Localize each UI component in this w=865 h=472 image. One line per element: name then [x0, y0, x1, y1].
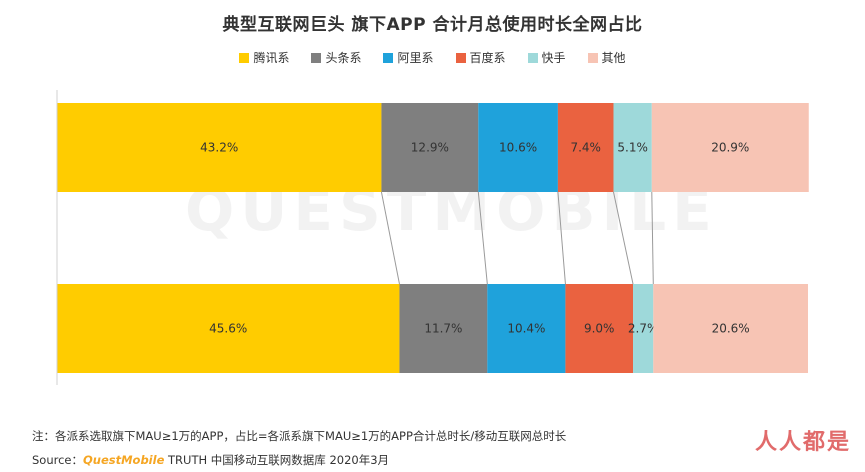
connector-line: [477, 191, 488, 285]
connector-line: [613, 191, 634, 285]
corner-logo: 人人都是: [754, 430, 851, 455]
source-label: Source：: [32, 453, 83, 467]
source-rest: TRUTH 中国移动互联网数据库 2020年3月: [164, 453, 390, 467]
bar-segment: [651, 103, 809, 192]
legend-swatch: [455, 52, 466, 63]
legend: 腾讯系 头条系 阿里系 百度系 快手 其他: [0, 49, 865, 66]
legend-item: 其他: [587, 49, 626, 66]
bar-segment: [653, 284, 808, 373]
connector-line: [380, 191, 400, 285]
bar-segment: [381, 103, 479, 192]
data-label: 12.9%: [411, 141, 449, 155]
data-label: 7.4%: [570, 141, 601, 155]
legend-swatch: [311, 52, 322, 63]
bar-segment: [487, 284, 566, 373]
legend-label: 其他: [601, 51, 626, 65]
data-label: 20.9%: [711, 141, 749, 155]
source-line: Source：QuestMobile TRUTH 中国移动互联网数据库 2020…: [32, 452, 389, 468]
bar-segment: [57, 103, 382, 192]
data-label: 9.0%: [584, 322, 615, 336]
bar-segment: [399, 284, 488, 373]
legend-label: 阿里系: [397, 51, 434, 65]
legend-item: 腾讯系: [239, 49, 289, 66]
legend-swatch: [587, 52, 598, 63]
bar-segment: [565, 284, 634, 373]
legend-item: 头条系: [311, 49, 361, 66]
legend-swatch: [527, 52, 538, 63]
bar-segment: [557, 103, 614, 192]
connector-line: [651, 191, 654, 285]
bar-segment: [613, 103, 652, 192]
source-brand: QuestMobile: [83, 453, 165, 467]
legend-swatch: [239, 52, 250, 63]
legend-item: 百度系: [455, 49, 506, 66]
data-label: 11.7%: [424, 322, 462, 336]
bar-segment: [478, 103, 558, 192]
legend-label: 快手: [541, 51, 566, 65]
legend-swatch: [383, 52, 394, 63]
data-label: 43.2%: [200, 141, 238, 155]
data-label: 2.7%: [628, 322, 659, 336]
legend-label: 头条系: [325, 51, 362, 65]
data-label: 10.4%: [507, 322, 545, 336]
data-label: 5.1%: [617, 141, 648, 155]
chart-title: 典型互联网巨头 旗下APP 合计月总使用时长全网占比: [222, 15, 643, 35]
data-label: 20.6%: [712, 322, 750, 336]
connector-line: [557, 191, 566, 285]
data-label: 10.6%: [499, 141, 537, 155]
bar-segment: [633, 284, 654, 373]
footnote: 注：各派系选取旗下MAU≥1万的APP，占比=各派系旗下MAU≥1万的APP合计…: [32, 429, 567, 443]
legend-item: 快手: [527, 49, 566, 66]
bar-segment: [57, 284, 400, 373]
legend-label: 百度系: [469, 51, 506, 65]
legend-item: 阿里系: [383, 49, 434, 66]
data-label: 45.6%: [209, 322, 247, 336]
legend-label: 腾讯系: [253, 51, 290, 65]
